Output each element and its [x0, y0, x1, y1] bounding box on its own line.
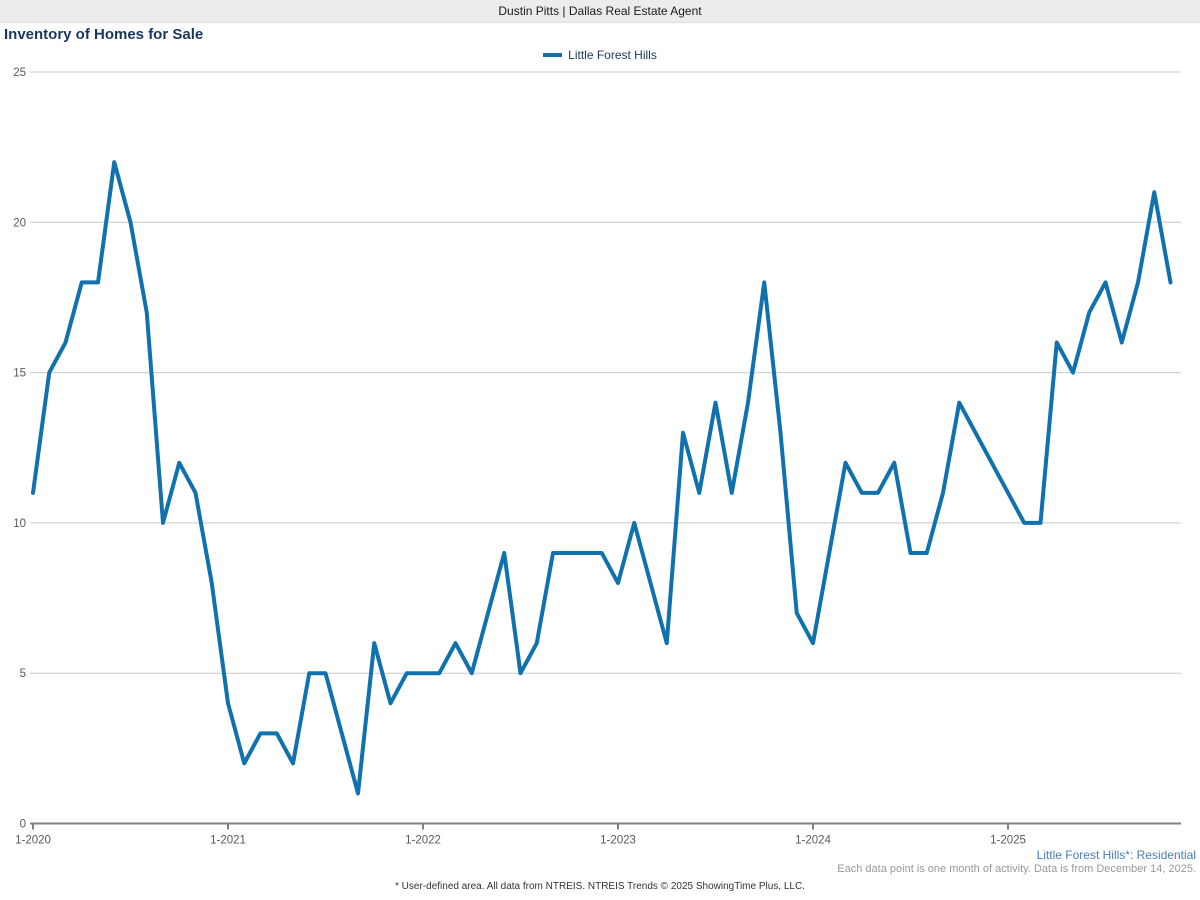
- legend-line-swatch: [543, 53, 563, 57]
- disclaimer: * User-defined area. All data from NTREI…: [395, 881, 805, 892]
- y-tick-label: 15: [13, 368, 26, 380]
- chart-legend: Little Forest Hills: [0, 48, 1200, 62]
- y-tick-label: 0: [20, 819, 26, 831]
- x-tick-label: 1-2020: [15, 835, 51, 847]
- x-tick-label: 1-2024: [795, 835, 831, 847]
- y-tick-label: 5: [20, 668, 26, 680]
- data-period-note: Each data point is one month of activity…: [837, 863, 1196, 875]
- site-title: Dustin Pitts | Dallas Real Estate Agent: [498, 4, 702, 18]
- x-axis: [30, 822, 1181, 830]
- gridlines: [30, 71, 1181, 674]
- y-tick-label: 10: [13, 518, 26, 530]
- x-tick-label: 1-2021: [210, 835, 246, 847]
- x-axis-tick-labels: 1-2020 1-2021 1-2022 1-2023 1-2024 1-2025: [15, 835, 1026, 847]
- x-tick-label: 1-2023: [600, 835, 636, 847]
- chart-title: Inventory of Homes for Sale: [4, 26, 204, 43]
- legend-label: Little Forest Hills: [568, 48, 657, 62]
- x-tick-label: 1-2022: [405, 835, 441, 847]
- y-tick-label: 25: [13, 67, 26, 79]
- y-tick-label: 20: [13, 217, 26, 229]
- x-tick-label: 1-2025: [990, 835, 1026, 847]
- series-line-little-forest-hills: [31, 160, 1173, 796]
- header-bar: Dustin Pitts | Dallas Real Estate Agent: [0, 0, 1200, 23]
- y-axis-tick-labels: 0 5 10 15 20 25: [13, 67, 26, 831]
- series-footnote: Little Forest Hills*: Residential: [1036, 848, 1196, 862]
